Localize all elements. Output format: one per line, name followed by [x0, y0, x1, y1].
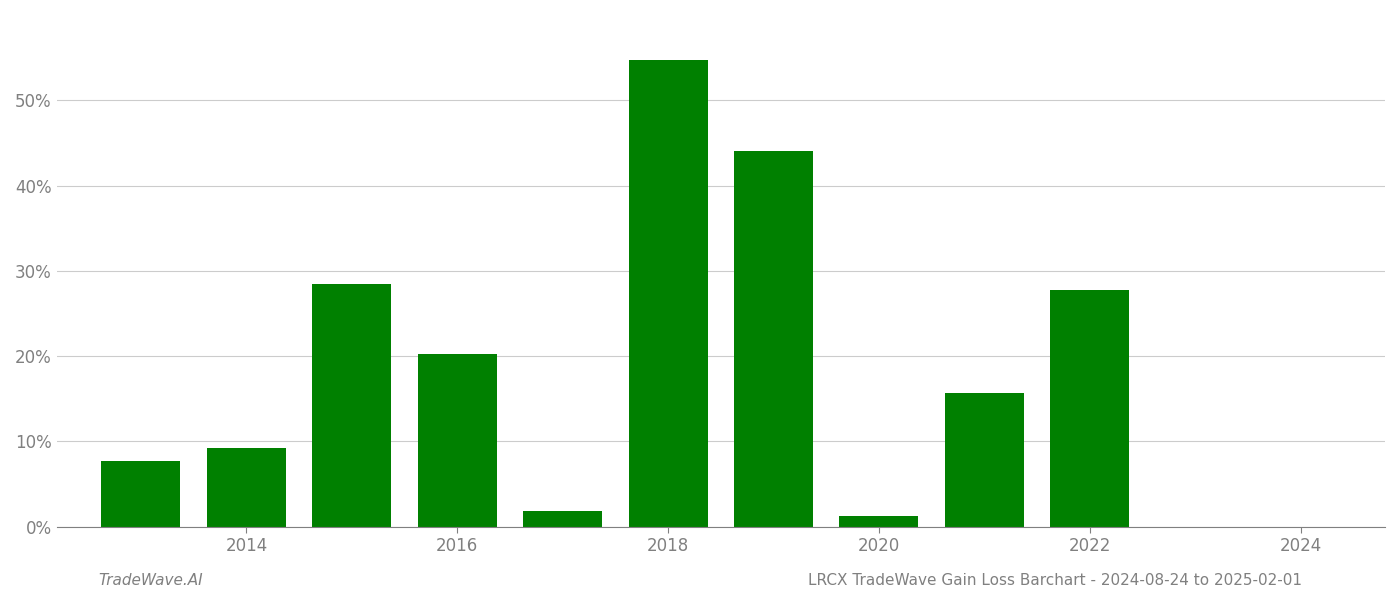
Bar: [1050, 290, 1130, 527]
Bar: [207, 448, 286, 527]
Text: TradeWave.AI: TradeWave.AI: [98, 573, 203, 588]
Bar: [945, 393, 1023, 527]
Bar: [101, 461, 181, 527]
Bar: [840, 517, 918, 527]
Bar: [629, 60, 707, 527]
Text: LRCX TradeWave Gain Loss Barchart - 2024-08-24 to 2025-02-01: LRCX TradeWave Gain Loss Barchart - 2024…: [808, 573, 1302, 588]
Bar: [524, 511, 602, 527]
Bar: [312, 284, 392, 527]
Bar: [417, 355, 497, 527]
Bar: [734, 151, 813, 527]
